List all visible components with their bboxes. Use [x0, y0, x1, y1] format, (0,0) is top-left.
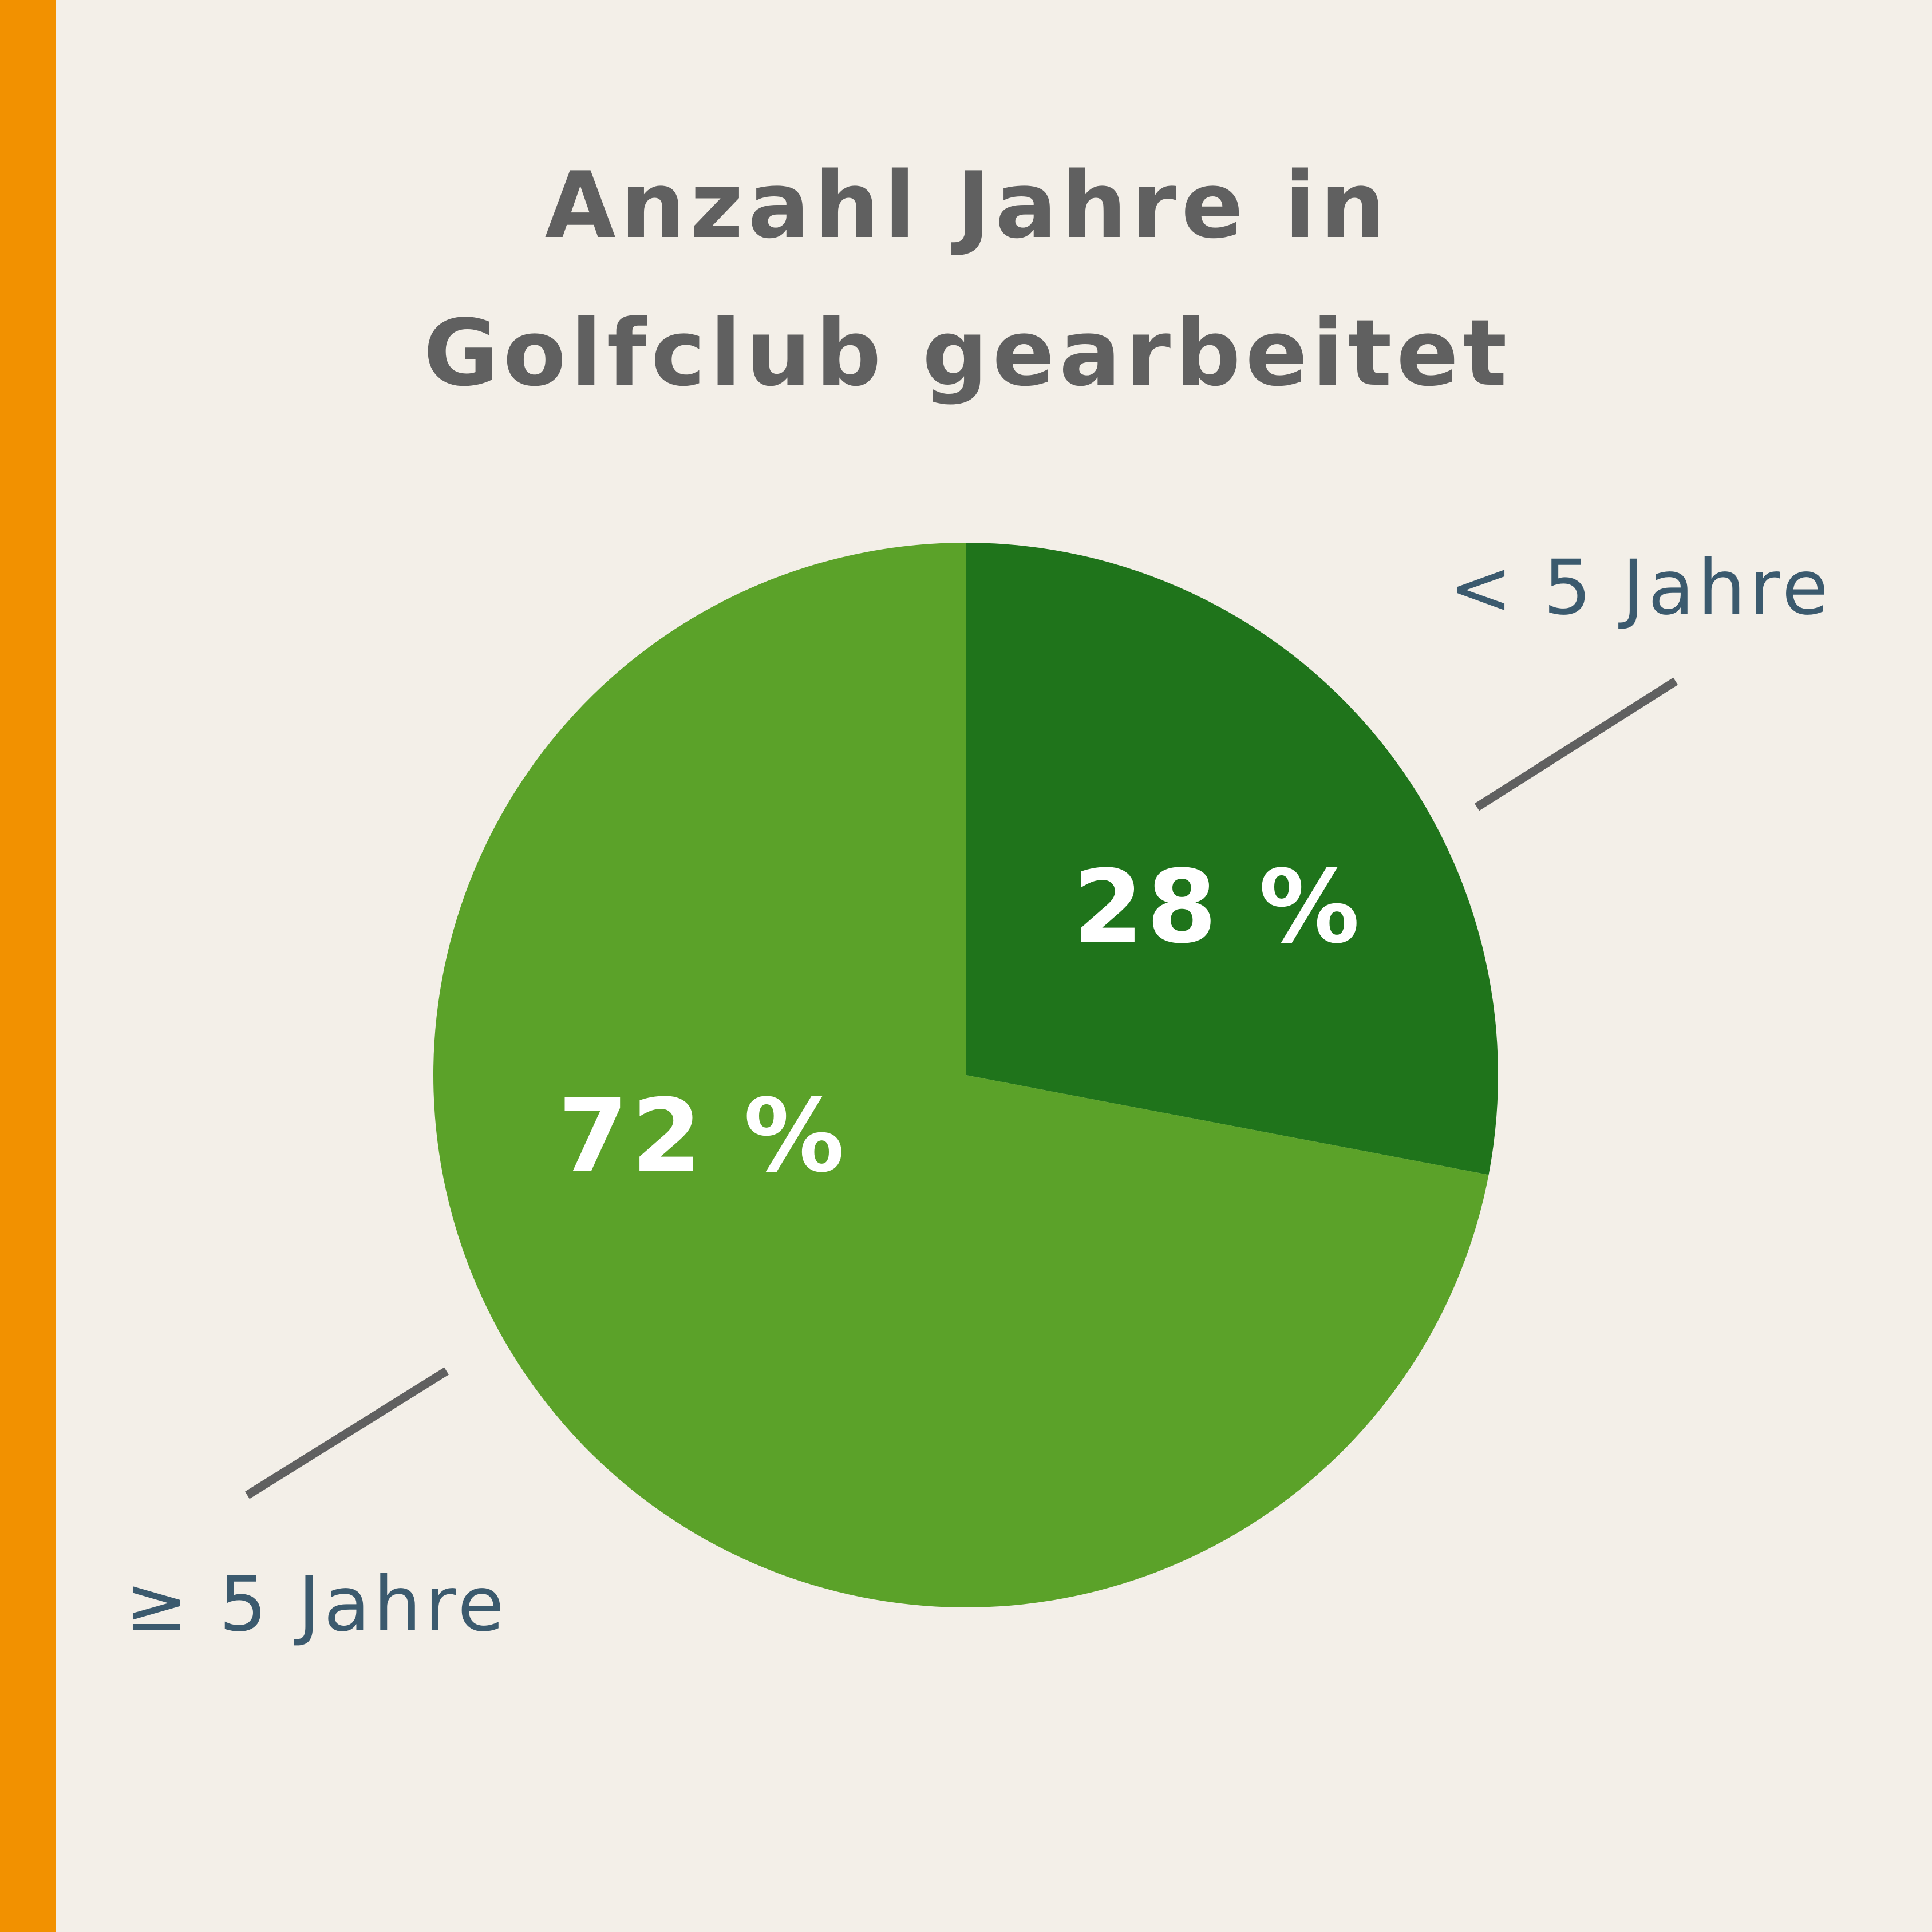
pie-slices	[433, 543, 1498, 1607]
legend-label-5-plus: ≥ 5 Jahre	[125, 1560, 508, 1649]
pie-slice-under-5	[966, 543, 1498, 1175]
legend-callouts: < 5 Jahre ≥ 5 Jahre	[125, 544, 1832, 1649]
chart-title-line-2: Golfclub gearbeitet	[423, 299, 1512, 406]
leader-line-under-5	[1474, 677, 1678, 811]
leader-lines	[245, 677, 1678, 1499]
pie-value-labels: 28 % 72 %	[558, 848, 1364, 1195]
slice-value-label-under-5: 28 %	[1073, 848, 1364, 966]
chart-title-line-1: Anzahl Jahre in	[544, 152, 1390, 259]
pie-slice-5-plus	[433, 543, 1489, 1607]
legend-label-under-5: < 5 Jahre	[1449, 544, 1832, 632]
leader-line-5-plus	[245, 1367, 449, 1499]
chart-title: Anzahl Jahre in Golfclub gearbeitet	[286, 132, 1649, 427]
accent-bar	[0, 0, 56, 1932]
slice-value-label-5-plus: 72 %	[558, 1077, 848, 1195]
